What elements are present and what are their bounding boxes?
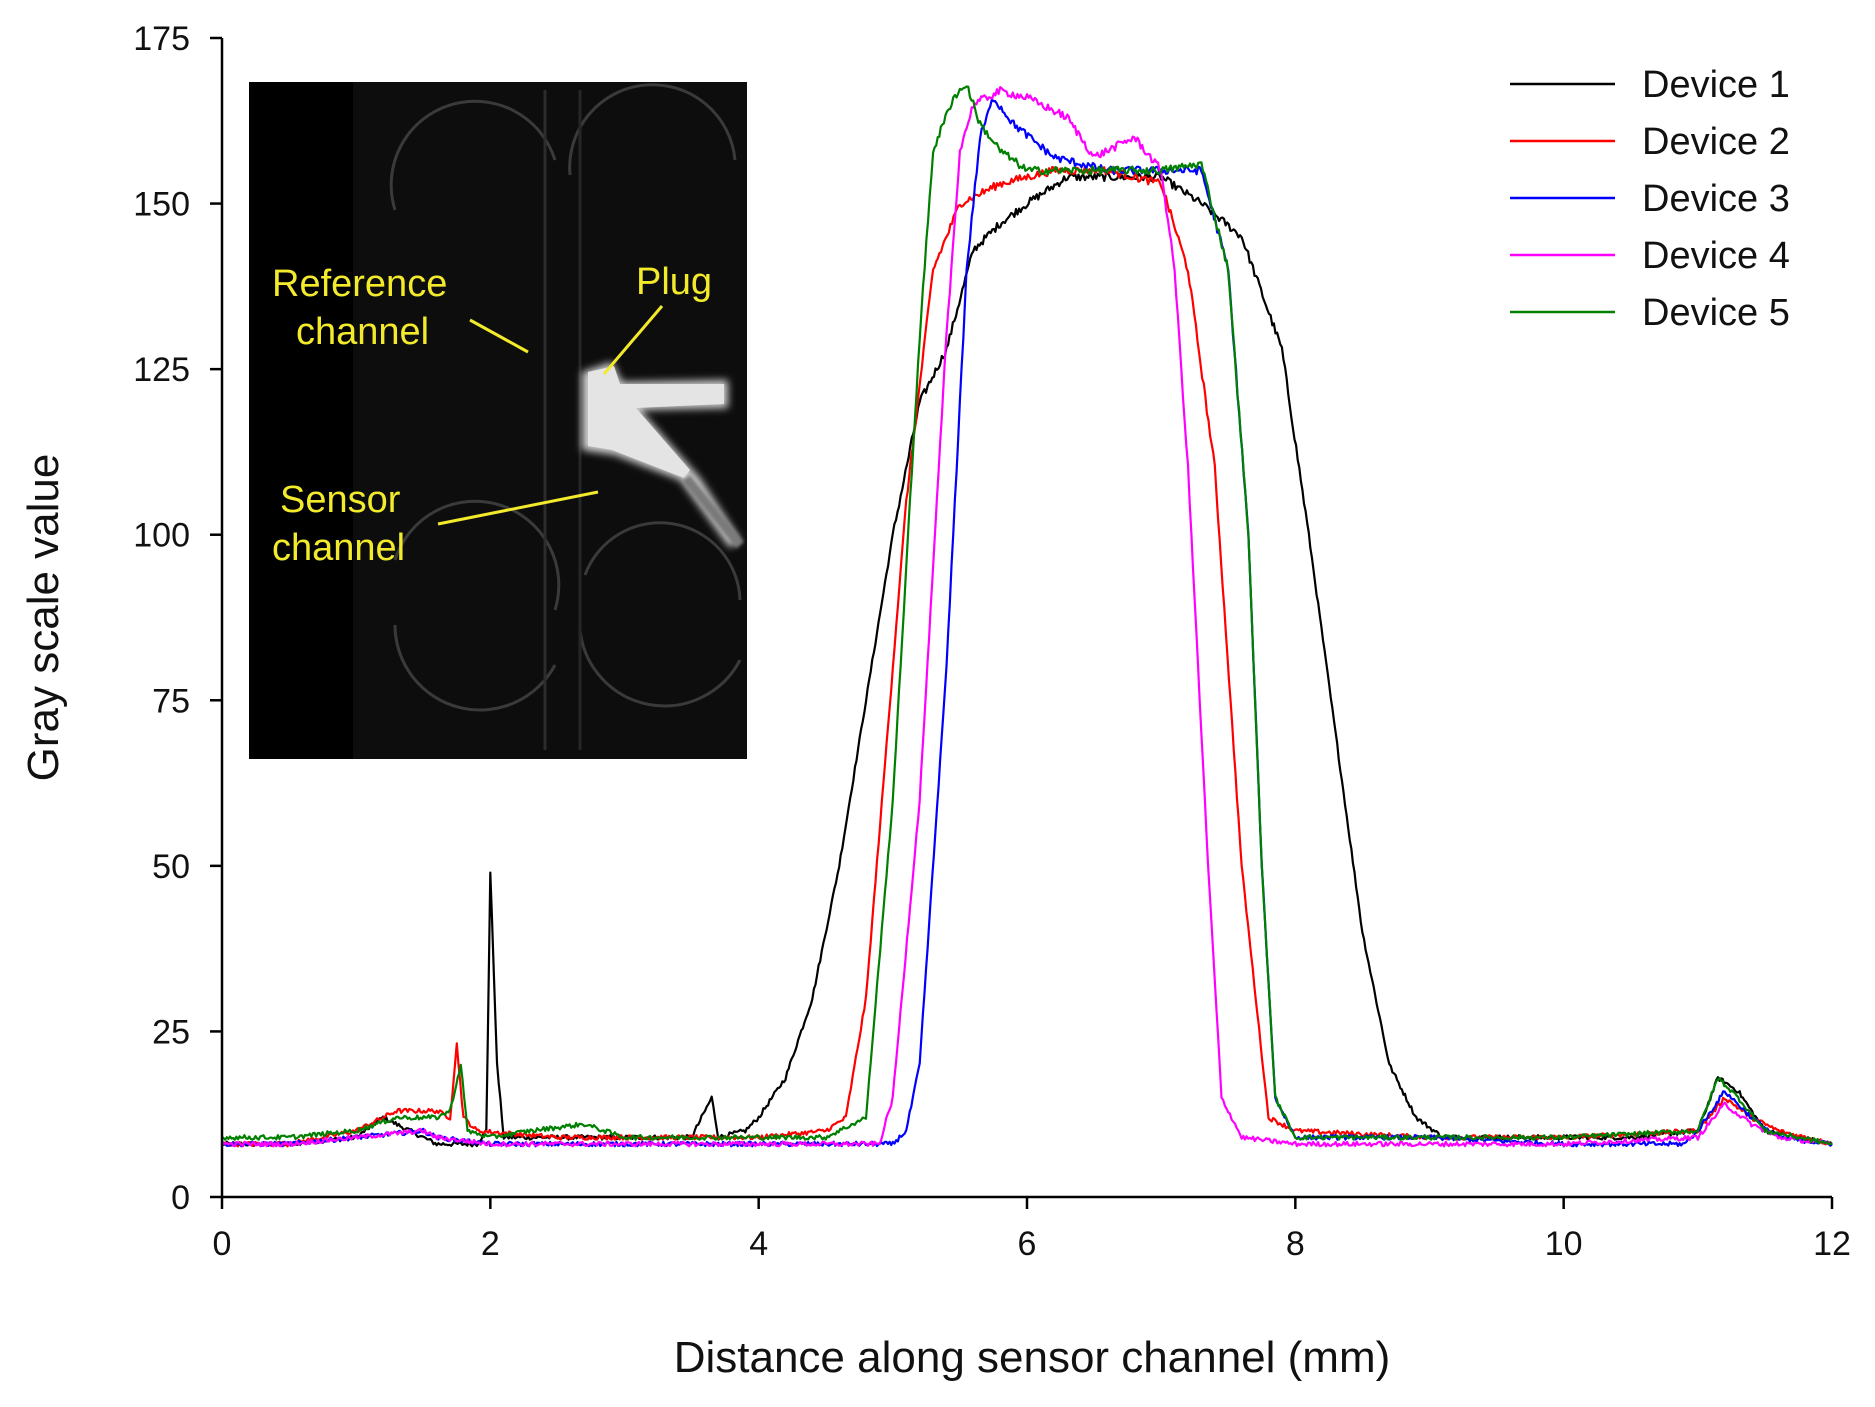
series-line-device-5: [221, 85, 1833, 1146]
plot-area: [221, 85, 1833, 1148]
y-tick-label: 125: [133, 351, 190, 389]
inset-arrow-sensor: [437, 490, 599, 526]
y-tick-label: 25: [152, 1013, 190, 1051]
inset-image: Reference channel Plug Sensor channel: [249, 82, 747, 759]
inset-arrow-plug: [602, 305, 664, 375]
x-tick-label: 10: [1545, 1225, 1583, 1263]
inset-label-reference-channel: channel: [296, 311, 429, 353]
x-tick-label: 6: [1018, 1225, 1037, 1263]
y-tick-label: 100: [133, 517, 190, 555]
inset-label-reference: Reference: [272, 263, 447, 305]
inset-label-plug: Plug: [636, 261, 712, 303]
y-tick-label: 175: [133, 20, 190, 58]
y-tick-label: 50: [152, 848, 190, 886]
inset-dark-strip: [249, 82, 353, 759]
legend-label-device-5: Device 5: [1642, 292, 1790, 334]
y-tick-label: 75: [152, 682, 190, 720]
inset-label-sensor: Sensor: [280, 479, 401, 521]
y-axis-title: Gray scale value: [19, 454, 68, 782]
inset-arrow-reference: [469, 318, 529, 354]
y-tick-label: 0: [171, 1179, 190, 1217]
x-tick-label: 2: [481, 1225, 500, 1263]
legend-label-device-1: Device 1: [1642, 64, 1790, 106]
x-tick-label: 4: [749, 1225, 768, 1263]
legend: Device 1 Device 2 Device 3 Device 4 Device 5: [1510, 64, 1790, 334]
x-tick-label: 0: [213, 1225, 232, 1263]
x-tick-label: 12: [1813, 1225, 1851, 1263]
inset-label-sensor-channel: channel: [272, 527, 405, 569]
y-tick-label: 150: [133, 186, 190, 224]
x-axis-title: Distance along sensor channel (mm): [674, 1333, 1391, 1382]
series-line-device-4: [221, 86, 1833, 1148]
inset-wells: [389, 83, 742, 712]
inset-plug: [582, 362, 744, 549]
legend-label-device-4: Device 4: [1642, 235, 1790, 277]
axes: 0 2 4 6 8 10 12 0 25 50 75 100 125 150 175 Distance alo…: [19, 20, 1851, 1382]
legend-label-device-3: Device 3: [1642, 178, 1790, 220]
legend-label-device-2: Device 2: [1642, 121, 1790, 163]
x-tick-label: 8: [1286, 1225, 1305, 1263]
